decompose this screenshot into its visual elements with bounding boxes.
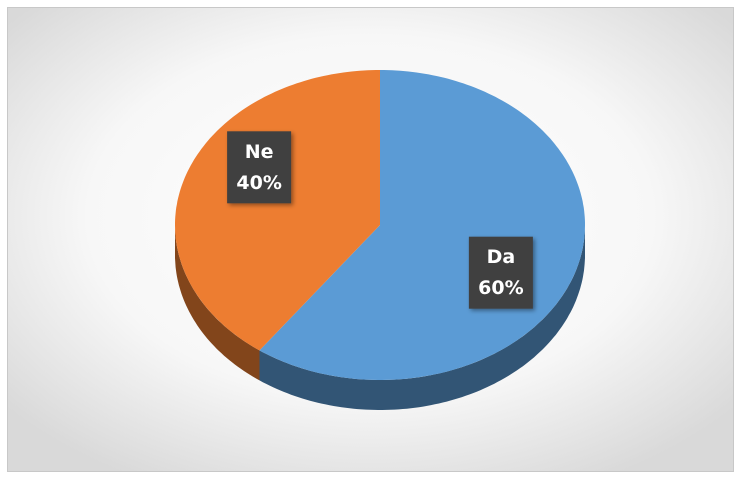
data-label-category: Da <box>487 246 516 268</box>
data-label-value: 40% <box>236 172 281 194</box>
slice <box>175 70 380 351</box>
data-label: Ne 40% <box>227 131 292 204</box>
data-label: Da 60% <box>468 236 533 309</box>
data-label-value: 60% <box>478 277 523 299</box>
data-label-box <box>468 236 533 309</box>
slice-side <box>259 225 585 410</box>
data-label-category: Ne <box>245 141 274 163</box>
data-label-box <box>227 131 292 204</box>
slice-side <box>175 225 260 381</box>
